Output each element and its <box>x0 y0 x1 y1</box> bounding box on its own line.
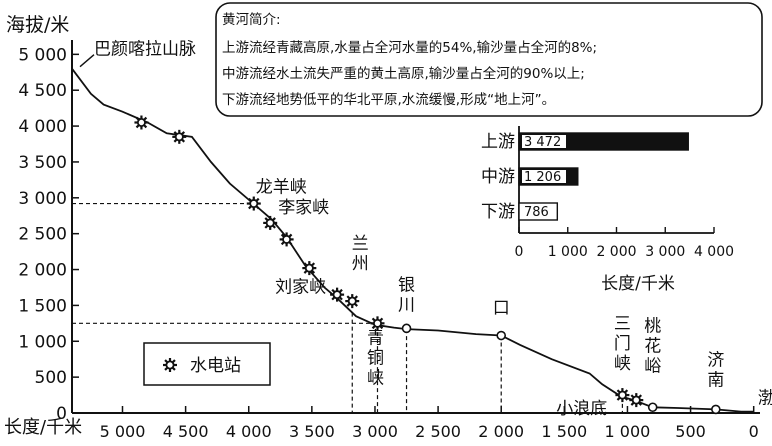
inset-category-label: 上游 <box>481 132 515 152</box>
place-label: 济南 <box>707 350 724 390</box>
city-points <box>401 323 721 415</box>
hydropower-station-marker <box>615 388 630 403</box>
x-tick-label: 2 000 <box>478 422 524 441</box>
place-label: 桃花峪 <box>644 316 661 376</box>
x-tick-label: 2 500 <box>415 422 461 441</box>
note-line-lower: 下游流经地势低平的华北平原,水流缓慢,形成“地上河”。 <box>222 91 555 108</box>
city-point <box>711 404 721 415</box>
x-axis-ticks: 5 000 4 500 4 000 3 500 3 000 2 500 2 000 1 500… <box>100 406 759 441</box>
x-tick-label: 5 000 <box>100 422 146 441</box>
city-point <box>496 330 507 341</box>
mountain-leader-line <box>79 54 95 68</box>
hydropower-station-marker <box>279 232 294 247</box>
y-tick-label: 1 500 <box>18 296 67 316</box>
place-label: 巴颜喀拉山脉 <box>94 40 196 60</box>
inset-value-label-bg <box>522 170 566 183</box>
y-tick-label: 4 500 <box>18 81 67 101</box>
place-label: 李家峡 <box>278 198 329 218</box>
place-label: 银川 <box>398 275 415 315</box>
place-labels: 巴颜喀拉山脉龙羊峡李家峡兰州刘家峡银川青铜峡河口三门峡桃花峪小浪底济南渤海 <box>94 40 772 419</box>
place-label: 渤海 <box>758 389 772 409</box>
hydropower-station-marker <box>172 129 187 144</box>
inset-value-label-bg <box>522 135 566 148</box>
inset-value-label: 1 206 <box>524 170 561 185</box>
x-tick-label: 4 000 <box>226 422 272 441</box>
inset-x-tick-label: 2 000 <box>596 244 636 260</box>
city-point <box>647 402 658 413</box>
legend: 水电站 <box>143 342 271 386</box>
y-tick-label: 500 <box>35 368 67 388</box>
inset-category-label: 中游 <box>481 167 515 187</box>
note-line-upper: 上游流经青藏高原,水量占全河水量的54%,输沙量占全河的8%; <box>222 39 597 56</box>
x-tick-label: 3 000 <box>352 422 398 441</box>
hydropower-station-marker <box>330 287 345 302</box>
place-label: 三门峡 <box>614 314 631 374</box>
hydropower-station-marker <box>302 261 317 276</box>
inset-x-axis-label: 长度/千米 <box>601 274 675 294</box>
y-axis-ticks: 0 500 1 000 1 500 2 000 2 500 3 000 3 500 4 000 4… <box>18 45 79 424</box>
inset-value-label-bg <box>522 205 550 218</box>
x-tick-label: 4 500 <box>163 422 209 441</box>
inset-x-ticks: 0 1 000 2 000 3 000 4 000 <box>515 227 734 260</box>
inset-value-label: 786 <box>524 205 549 220</box>
hydropower-station-marker <box>134 115 149 130</box>
note-line-middle: 中游流经水土流失严重的黄土高原,输沙量占全河的90%以上; <box>222 65 585 82</box>
place-label: 兰州 <box>352 234 369 274</box>
place-label: 青铜峡 <box>367 328 384 388</box>
hydropower-station-icon <box>163 358 177 372</box>
hydropower-station-marker <box>163 358 177 372</box>
inset-category-label: 下游 <box>481 202 515 222</box>
y-tick-label: 0 <box>56 404 67 424</box>
note-title: 黄河简介: <box>222 11 281 28</box>
hydropower-station-marker <box>370 316 385 331</box>
y-tick-label: 1 000 <box>18 332 67 352</box>
inset-bars: 上游 3 472 中游 1 206 下游 786 <box>481 132 689 222</box>
x-tick-label: 500 <box>675 422 706 441</box>
city-point <box>401 323 412 334</box>
inset-x-tick-label: 3 000 <box>645 244 685 260</box>
y-tick-label: 2 000 <box>18 261 67 281</box>
place-label: 小浪底 <box>556 399 607 419</box>
guide-lines <box>72 202 624 413</box>
river-summary-note: 黄河简介: 上游流经青藏高原,水量占全河水量的54%,输沙量占全河的8%; 中游… <box>215 2 763 117</box>
segment-length-bar-chart: 上游 3 472 中游 1 206 下游 786 0 1 000 2 000 3 000 4 00… <box>481 122 762 300</box>
inset-x-tick-label: 4 000 <box>694 244 734 260</box>
profile-axes <box>71 40 760 414</box>
y-axis-label: 海拔/米 <box>6 14 69 36</box>
x-tick-label: 3 500 <box>289 422 335 441</box>
x-axis-label: 长度/千米 <box>4 417 82 438</box>
hydropower-station-marker <box>263 215 278 230</box>
hydropower-station-marker <box>629 393 644 408</box>
x-tick-label: 1 500 <box>541 422 587 441</box>
y-tick-label: 5 000 <box>18 45 67 65</box>
y-tick-label: 3 500 <box>18 153 67 173</box>
place-label: 龙羊峡 <box>256 178 307 198</box>
hydropower-stations <box>134 115 644 408</box>
x-tick-label: 0 <box>749 422 759 441</box>
inset-x-tick-label: 1 000 <box>548 244 588 260</box>
y-tick-label: 4 000 <box>18 117 67 137</box>
inset-x-tick-label: 0 <box>515 244 524 260</box>
legend-label: 水电站 <box>190 356 241 376</box>
y-tick-label: 2 500 <box>18 225 67 245</box>
note-box <box>215 2 763 117</box>
place-label: 刘家峡 <box>275 278 326 298</box>
hydropower-station-marker <box>345 294 360 309</box>
inset-value-label: 3 472 <box>524 135 561 150</box>
x-tick-label: 1 000 <box>605 422 651 441</box>
hydropower-station-marker <box>246 196 261 211</box>
y-tick-label: 3 000 <box>18 189 67 209</box>
